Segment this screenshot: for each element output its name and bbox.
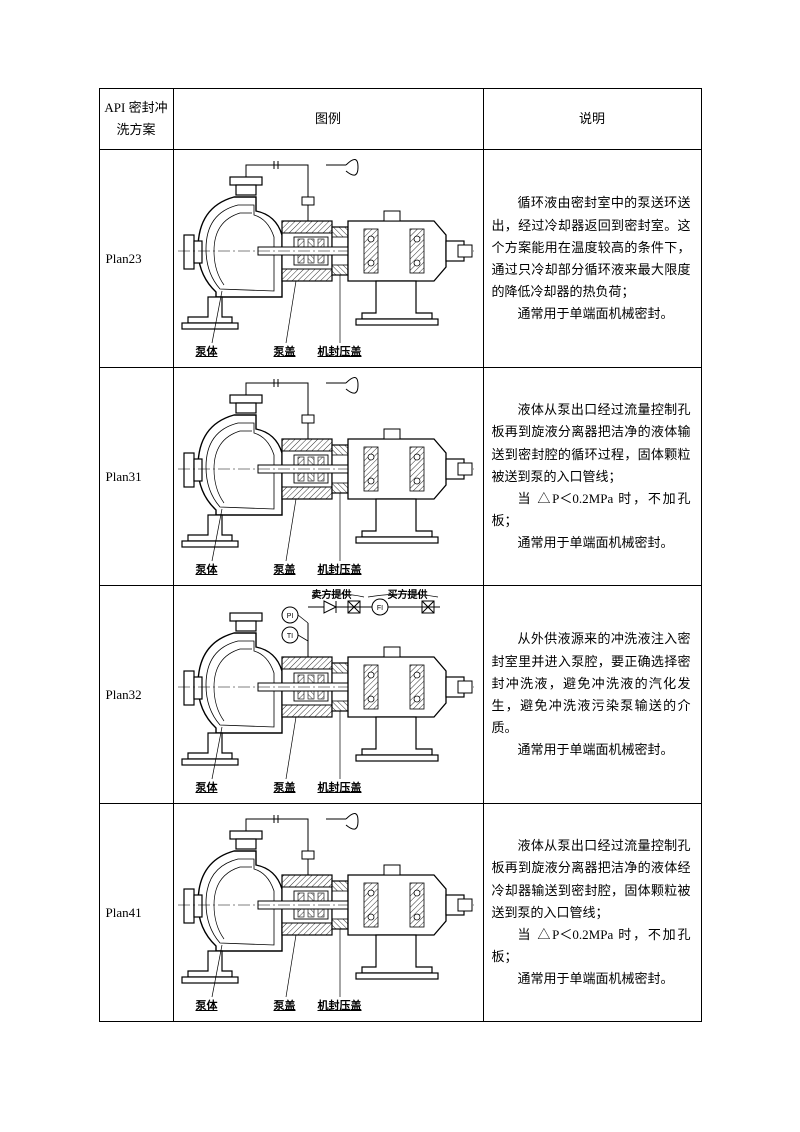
desc-cell: 液体从泵出口经过流量控制孔板再到旋液分离器把洁净的液体经冷却器输送到密封腔，固体… <box>483 804 701 1022</box>
desc-paragraph: 液体从泵出口经过流量控制孔板再到旋液分离器把洁净的液体经冷却器输送到密封腔，固体… <box>492 835 691 923</box>
label-pump-cover: 泵盖 <box>274 561 296 580</box>
spec-table: API 密封冲洗方案 图例 说明 Plan23 泵体 泵盖 机封压盖 循环液由密… <box>99 88 702 1022</box>
label-pump-body: 泵体 <box>196 343 218 362</box>
desc-paragraph: 通常用于单端面机械密封。 <box>492 532 691 554</box>
desc-cell: 从外供液源来的冲洗液注入密封室里并进入泵腔，要正确选择密封冲洗液，避免冲洗液的汽… <box>483 586 701 804</box>
table-row: Plan32 泵体 泵盖 机封压盖 卖方提供 买方提供 从外供液源来的冲洗液注入… <box>99 586 701 804</box>
desc-cell: 循环液由密封室中的泵送环送出，经过冷却器返回到密封室。这个方案能用在温度较高的条… <box>483 150 701 368</box>
plan-cell: Plan41 <box>99 804 173 1022</box>
plan-cell: Plan31 <box>99 368 173 586</box>
label-seal-gland: 机封压盖 <box>318 779 362 798</box>
pump-diagram: 泵体 泵盖 机封压盖 <box>178 811 478 1017</box>
diagram-cell: 泵体 泵盖 机封压盖 <box>173 150 483 368</box>
pump-diagram: 泵体 泵盖 机封压盖 <box>178 157 478 363</box>
desc-paragraph: 当 △P＜0.2MPa 时，不加孔板； <box>492 924 691 968</box>
col-header-diagram: 图例 <box>173 89 483 150</box>
desc-paragraph: 从外供液源来的冲洗液注入密封室里并进入泵腔，要正确选择密封冲洗液，避免冲洗液的汽… <box>492 628 691 738</box>
desc-paragraph: 通常用于单端面机械密封。 <box>492 739 691 761</box>
table-row: Plan23 泵体 泵盖 机封压盖 循环液由密封室中的泵送环送出，经过冷却器返回… <box>99 150 701 368</box>
pump-diagram: 泵体 泵盖 机封压盖 卖方提供 买方提供 <box>178 593 478 799</box>
diagram-cell: 泵体 泵盖 机封压盖 卖方提供 买方提供 <box>173 586 483 804</box>
desc-paragraph: 循环液由密封室中的泵送环送出，经过冷却器返回到密封室。这个方案能用在温度较高的条… <box>492 192 691 302</box>
table-row: Plan41 泵体 泵盖 机封压盖 液体从泵出口经过流量控制孔板再到旋液分离器把… <box>99 804 701 1022</box>
table-row: Plan31 泵体 泵盖 机封压盖 液体从泵出口经过流量控制孔板再到旋液分离器把… <box>99 368 701 586</box>
label-pump-body: 泵体 <box>196 997 218 1016</box>
label-pump-cover: 泵盖 <box>274 343 296 362</box>
table-body: Plan23 泵体 泵盖 机封压盖 循环液由密封室中的泵送环送出，经过冷却器返回… <box>99 150 701 1022</box>
desc-cell: 液体从泵出口经过流量控制孔板再到旋液分离器把洁净的液体输送到密封腔的循环过程，固… <box>483 368 701 586</box>
label-pump-cover: 泵盖 <box>274 779 296 798</box>
diagram-cell: 泵体 泵盖 机封压盖 <box>173 804 483 1022</box>
label-seal-gland: 机封压盖 <box>318 343 362 362</box>
plan-cell: Plan32 <box>99 586 173 804</box>
desc-paragraph: 通常用于单端面机械密封。 <box>492 303 691 325</box>
desc-paragraph: 通常用于单端面机械密封。 <box>492 968 691 990</box>
label-buyer-supply: 卖方提供 <box>312 587 352 604</box>
label-pump-cover: 泵盖 <box>274 997 296 1016</box>
col-header-desc: 说明 <box>483 89 701 150</box>
desc-paragraph: 当 △P＜0.2MPa 时，不加孔板； <box>492 488 691 532</box>
label-seal-gland: 机封压盖 <box>318 561 362 580</box>
label-pump-body: 泵体 <box>196 779 218 798</box>
label-seal-gland: 机封压盖 <box>318 997 362 1016</box>
pump-diagram: 泵体 泵盖 机封压盖 <box>178 375 478 581</box>
col-header-plan: API 密封冲洗方案 <box>99 89 173 150</box>
page: API 密封冲洗方案 图例 说明 Plan23 泵体 泵盖 机封压盖 循环液由密… <box>0 88 800 1022</box>
label-pump-body: 泵体 <box>196 561 218 580</box>
plan-cell: Plan23 <box>99 150 173 368</box>
diagram-cell: 泵体 泵盖 机封压盖 <box>173 368 483 586</box>
desc-paragraph: 液体从泵出口经过流量控制孔板再到旋液分离器把洁净的液体输送到密封腔的循环过程，固… <box>492 399 691 487</box>
label-seller-supply: 买方提供 <box>388 587 428 604</box>
table-header-row: API 密封冲洗方案 图例 说明 <box>99 89 701 150</box>
